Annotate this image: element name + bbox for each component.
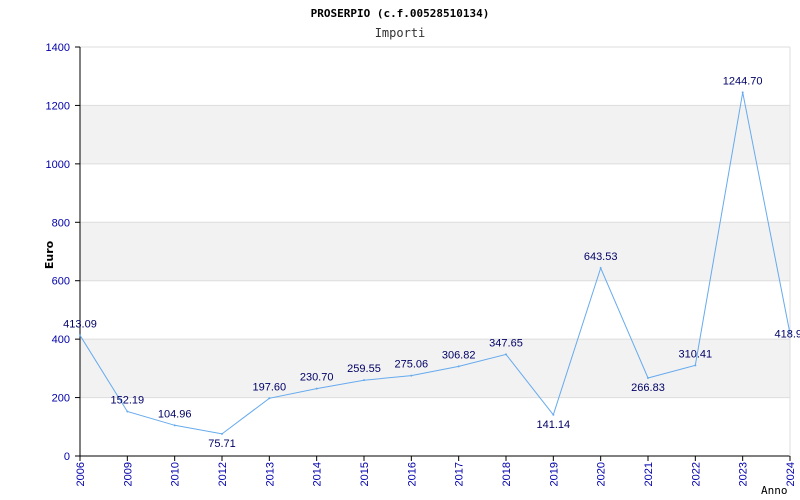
data-label: 152.19 <box>111 395 145 407</box>
data-point <box>410 374 413 377</box>
x-tick-label: 2014 <box>312 462 324 486</box>
data-point <box>694 364 697 367</box>
data-point <box>789 332 791 335</box>
y-tick-label: 400 <box>52 334 70 346</box>
data-point <box>268 397 271 400</box>
x-axis-label: Anno <box>761 484 788 497</box>
y-tick-label: 1000 <box>46 159 70 171</box>
data-point <box>221 432 223 435</box>
x-tick-label: 2018 <box>501 462 513 486</box>
y-tick-label: 800 <box>52 217 70 229</box>
data-point <box>552 413 555 416</box>
background-bands <box>80 105 790 398</box>
data-point <box>741 91 744 94</box>
data-point <box>647 377 649 380</box>
grid-band <box>80 222 790 281</box>
chart-subtitle: Importi <box>375 26 426 40</box>
grid-band <box>80 339 790 398</box>
x-tick-label: 2013 <box>264 462 276 486</box>
x-tick-label: 2022 <box>690 462 702 486</box>
series-polyline <box>79 92 791 435</box>
data-label: 266.83 <box>631 382 665 394</box>
data-point <box>599 266 602 269</box>
data-label: 275.06 <box>395 359 429 371</box>
data-label: 197.60 <box>253 381 287 393</box>
data-label: 75.71 <box>208 438 236 450</box>
axes <box>79 47 791 457</box>
y-tick-label: 600 <box>52 276 70 288</box>
x-tick-label: 2023 <box>738 462 750 486</box>
data-label: 141.14 <box>537 419 571 431</box>
data-point <box>363 379 365 382</box>
series-line <box>79 91 791 435</box>
y-tick-label: 1200 <box>46 100 70 112</box>
x-tick-label: 2020 <box>596 462 608 486</box>
data-point <box>457 365 460 368</box>
data-labels: 413.09 152.19 104.96 75.71 197.60 230.70 259.5… <box>63 75 800 450</box>
y-tick-label: 0 <box>64 451 70 463</box>
y-axis-ticks: 0 200 400 600 800 1000 1200 1400 <box>46 42 80 463</box>
data-point <box>173 424 176 427</box>
x-tick-label: 2019 <box>548 462 560 486</box>
data-label: 1244.70 <box>723 75 763 87</box>
data-label: 104.96 <box>158 408 192 420</box>
y-tick-label: 1400 <box>46 42 70 54</box>
y-axis-label: Euro <box>43 240 56 269</box>
data-label: 643.53 <box>584 251 618 263</box>
data-label: 259.55 <box>347 363 381 375</box>
x-tick-label: 2009 <box>122 462 134 486</box>
x-axis-ticks: 2006 2009 2010 2012 2013 2014 2015 2016 2017 2018… <box>75 456 797 486</box>
data-label: 418.9 <box>774 329 800 341</box>
chart-title: PROSERPIO (c.f.00528510134) <box>311 7 490 20</box>
data-label: 413.09 <box>63 318 97 330</box>
data-point <box>79 334 81 337</box>
x-tick-label: 2021 <box>643 462 655 486</box>
grid-band <box>80 105 790 164</box>
data-label: 230.70 <box>300 372 334 384</box>
data-point <box>126 410 129 413</box>
x-tick-label: 2012 <box>217 462 229 486</box>
x-tick-label: 2006 <box>75 462 87 486</box>
x-tick-label: 2010 <box>170 462 182 486</box>
y-tick-label: 200 <box>52 393 70 405</box>
x-tick-label: 2024 <box>785 462 797 486</box>
data-label: 310.41 <box>679 348 713 360</box>
gridlines <box>80 46 790 399</box>
data-label: 306.82 <box>442 349 476 361</box>
data-label: 347.65 <box>489 337 523 349</box>
x-tick-label: 2016 <box>406 462 418 486</box>
x-tick-label: 2017 <box>454 462 466 486</box>
x-tick-label: 2015 <box>359 462 371 486</box>
data-point <box>315 387 318 390</box>
data-point <box>505 353 507 356</box>
